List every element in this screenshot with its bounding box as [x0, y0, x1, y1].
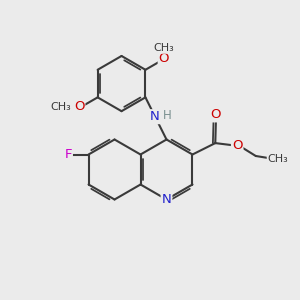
Text: CH₃: CH₃: [154, 43, 174, 53]
Text: N: N: [162, 193, 171, 206]
Text: O: O: [74, 100, 84, 113]
Text: CH₃: CH₃: [268, 154, 288, 164]
Text: H: H: [163, 109, 172, 122]
Text: F: F: [64, 148, 72, 161]
Text: O: O: [159, 52, 169, 65]
Text: CH₃: CH₃: [51, 102, 71, 112]
Text: N: N: [150, 110, 160, 123]
Text: O: O: [232, 139, 242, 152]
Text: O: O: [211, 108, 221, 122]
